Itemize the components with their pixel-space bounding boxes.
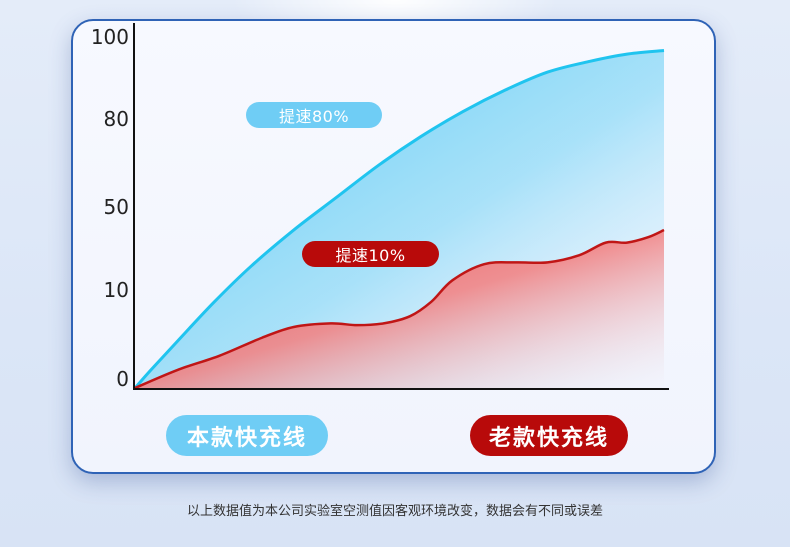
- speedup-new-label: 提速80%: [246, 102, 382, 128]
- old-cable-area: [135, 230, 664, 388]
- speedup-old-label: 提速10%: [302, 241, 439, 267]
- new-cable-legend: 本款快充线: [166, 415, 328, 456]
- y-tick-label: 10: [104, 278, 129, 302]
- y-tick-label: 100: [91, 25, 129, 49]
- new-cable-line: [133, 49, 665, 389]
- old-cable-legend: 老款快充线: [470, 415, 628, 456]
- footnote-disclaimer: 以上数据值为本公司实验室空测值因客观环境改变，数据会有不同或误差: [186, 504, 603, 519]
- y-tick-label: 0: [116, 367, 129, 391]
- old-cable-line: [134, 228, 665, 390]
- y-tick-label: 50: [104, 195, 129, 219]
- y-tick-label: 80: [104, 107, 129, 131]
